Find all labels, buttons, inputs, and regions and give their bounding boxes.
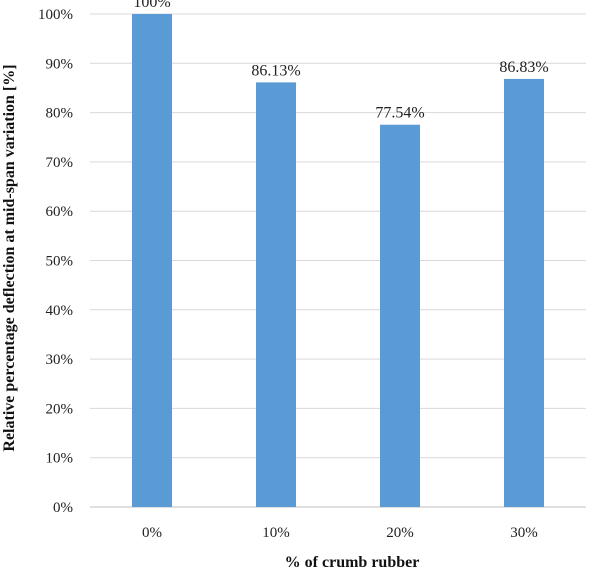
x-tick-label: 10% — [262, 525, 290, 541]
y-tick-label: 80% — [46, 106, 74, 122]
y-tick-label: 50% — [46, 254, 74, 270]
data-label: 86.83% — [499, 59, 548, 76]
x-tick-labels: 0% 10% 20% 30% — [142, 525, 538, 541]
y-tick-label: 40% — [46, 303, 74, 319]
bar — [132, 14, 172, 507]
y-tick-label: 70% — [46, 155, 74, 171]
data-label: 86.13% — [251, 62, 300, 79]
bar — [380, 124, 420, 508]
x-tick-label: 0% — [142, 525, 162, 541]
data-label: 100% — [133, 0, 170, 11]
y-tick-labels: 0% 10% 20% 30% 40% 50% 60% 70% 80% 90% 100% — [38, 7, 73, 516]
x-tick-label: 20% — [386, 525, 414, 541]
y-tick-label: 60% — [46, 204, 74, 220]
y-tick-label: 10% — [46, 451, 74, 467]
x-axis-title: % of crumb rubber — [285, 554, 420, 568]
y-tick-label: 100% — [38, 7, 73, 23]
gridlines — [90, 13, 586, 508]
data-label: 77.54% — [375, 105, 424, 122]
y-tick-label: 90% — [46, 56, 74, 72]
y-tick-label: 0% — [53, 500, 73, 516]
y-axis-title: Relative percentage deflection at mid-sp… — [1, 64, 18, 451]
x-tick-label: 30% — [510, 525, 538, 541]
bar — [256, 82, 296, 508]
bars — [132, 14, 544, 508]
y-tick-label: 30% — [46, 352, 74, 368]
bar — [504, 78, 544, 507]
y-tick-label: 20% — [46, 401, 74, 417]
data-labels: 100% 86.13% 77.54% 86.83% — [133, 0, 548, 122]
